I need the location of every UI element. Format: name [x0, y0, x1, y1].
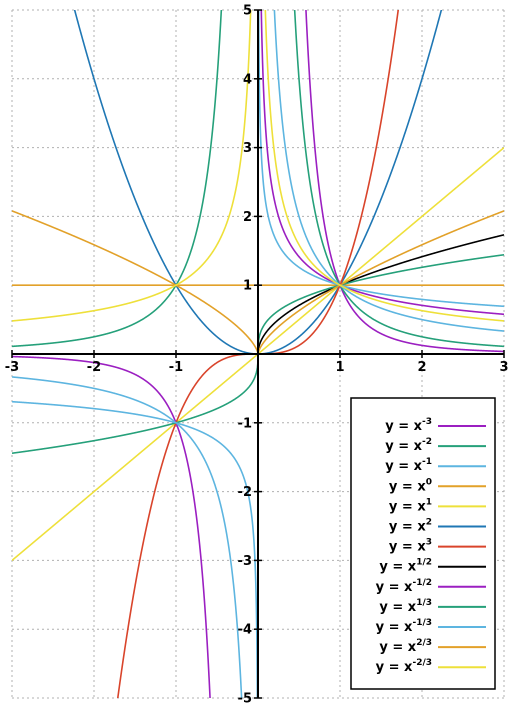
y-tick-label: -2 [238, 485, 252, 500]
legend-label-exponent: -1/3 [412, 618, 432, 628]
y-tick-label: 5 [243, 4, 252, 19]
y-tick-label: -4 [238, 623, 252, 638]
legend-label: y = x-1/3 [376, 618, 432, 635]
legend-label-base: y = x [376, 620, 413, 635]
curves [12, 10, 504, 698]
legend-label-exponent: 2 [426, 518, 432, 528]
series-line-12 [12, 10, 504, 322]
y-tick-label: -1 [238, 416, 252, 431]
legend-label: y = x3 [389, 538, 432, 555]
x-tick-label: 1 [335, 360, 344, 375]
legend-label: y = x1/2 [379, 558, 432, 575]
y-tick-label: 3 [243, 141, 252, 156]
legend-label: y = x2 [389, 518, 432, 535]
ticks: -3 -2 -1 1 2 3 5 4 3 2 1 -1 -2 -3 -4 -5 [5, 4, 509, 707]
series-line-0 [12, 10, 504, 698]
series-line-8 [260, 10, 504, 316]
legend-label-exponent: -2/3 [412, 658, 432, 668]
legend-label-base: y = x [379, 640, 416, 655]
y-tick-label: 1 [243, 279, 252, 294]
legend-label: y = x0 [389, 477, 432, 494]
x-tick-label: -2 [87, 360, 101, 375]
legend-label: y = x1 [389, 497, 432, 514]
legend-label: y = x2/3 [379, 638, 432, 655]
series-line-1 [12, 10, 504, 348]
legend-label: y = x-1 [385, 457, 432, 474]
x-tick-label: -3 [5, 360, 19, 375]
legend-label-exponent: -1/2 [412, 578, 432, 588]
legend: y = x-3y = x-2y = x-1y = x0y = x1y = x2y… [350, 397, 496, 690]
x-tick-label: -1 [169, 360, 183, 375]
legend-label-base: y = x [379, 600, 416, 615]
legend-label-exponent: 1 [426, 497, 432, 507]
series-line-7 [257, 234, 504, 355]
legend-label: y = x-1/2 [376, 578, 432, 595]
y-tick-label: -5 [238, 692, 252, 707]
legend-label-exponent: -2 [422, 437, 432, 447]
y-tick-label: 2 [243, 210, 252, 225]
x-tick-label: 2 [417, 360, 426, 375]
legend-label: y = x-2/3 [376, 658, 432, 675]
legend-label: y = x-2 [385, 437, 432, 454]
legend-label-base: y = x [376, 580, 413, 595]
legend-label-exponent: 0 [426, 477, 432, 487]
legend-label-base: y = x [385, 419, 422, 434]
x-tick-label: 3 [499, 360, 508, 375]
legend-label-exponent: -3 [422, 417, 432, 427]
legend-label: y = x1/3 [379, 598, 432, 615]
y-tick-label: -3 [238, 554, 252, 569]
legend-label-base: y = x [376, 660, 413, 675]
legend-label: y = x-3 [385, 417, 432, 434]
legend-label-exponent: -1 [422, 457, 432, 467]
legend-label-base: y = x [379, 560, 416, 575]
y-tick-label: 4 [243, 72, 252, 87]
legend-label-base: y = x [389, 540, 426, 555]
legend-label-base: y = x [385, 459, 422, 474]
legend-label-base: y = x [385, 439, 422, 454]
legend-label-base: y = x [389, 479, 426, 494]
legend-label-exponent: 1/3 [416, 598, 432, 608]
legend-label-base: y = x [389, 499, 426, 514]
legend-label-exponent: 2/3 [416, 638, 432, 648]
legend-label-exponent: 3 [426, 538, 432, 548]
series-line-10 [12, 10, 504, 698]
legend-label-exponent: 1/2 [416, 558, 432, 568]
series-line-2 [12, 10, 504, 698]
legend-label-base: y = x [389, 520, 426, 535]
